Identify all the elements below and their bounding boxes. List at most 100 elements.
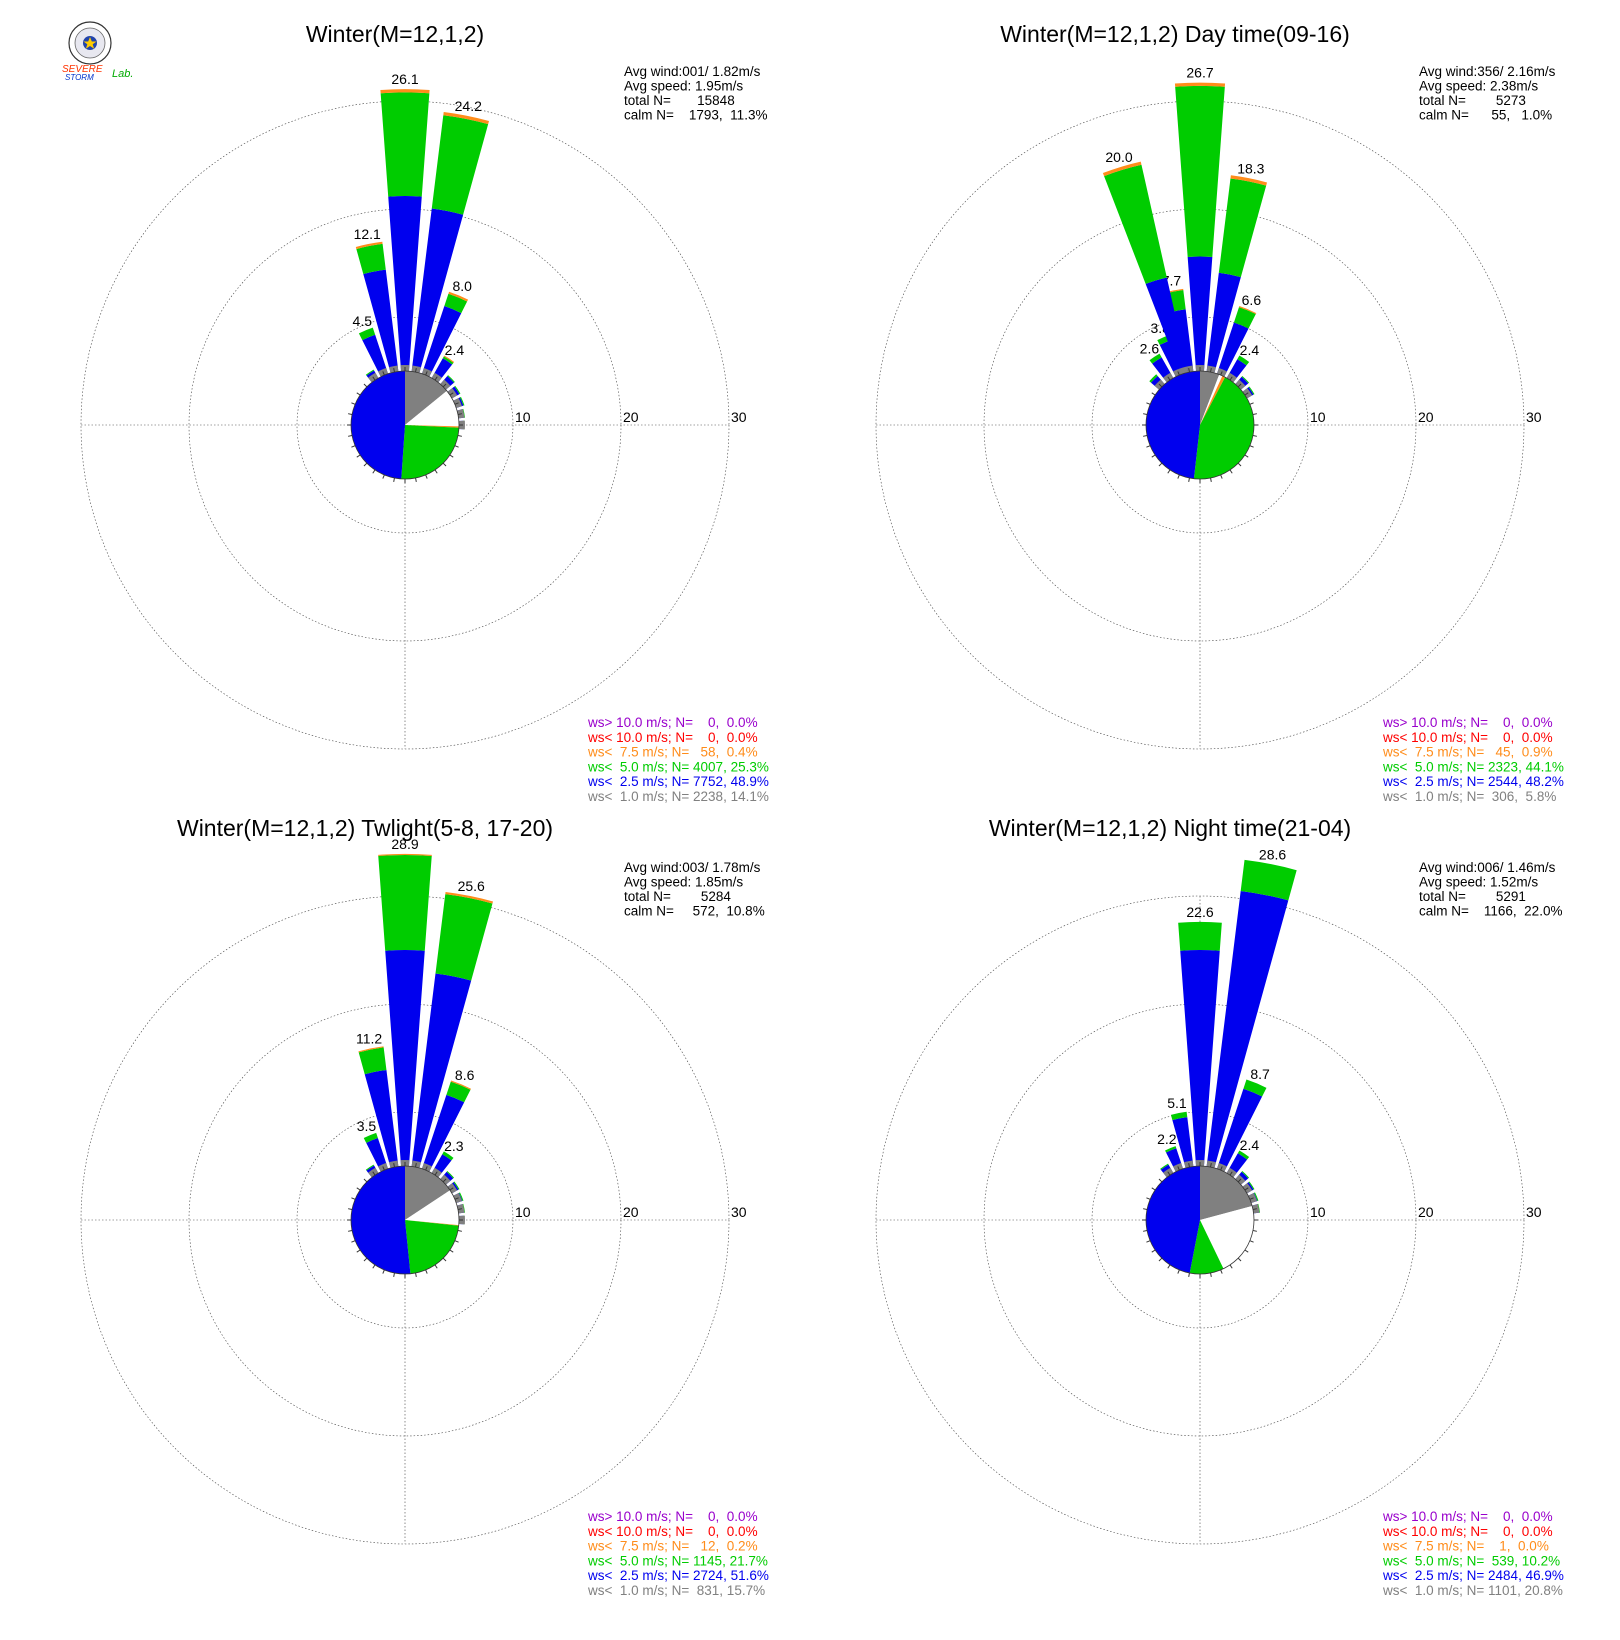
bar-segment-lt75 [445,892,494,904]
pie-tick [1188,477,1190,482]
pie-tick [393,1163,395,1168]
bar-segment-lt75 [450,1080,471,1090]
pie-tick [454,402,459,405]
bar-segment-lt75 [1174,82,1226,87]
ring-label-30: 30 [1526,1204,1542,1220]
bar-segment-lt50 [380,92,430,197]
bar-segment-lt50 [1243,1079,1267,1097]
pie-tick [1237,383,1242,388]
pie-tick [382,1269,385,1274]
pie-slice-lt50 [401,425,459,479]
bar-segment-lt50 [1241,375,1250,384]
bar-segment-lt25 [1206,890,1289,1168]
bar-value-label: 25.6 [458,878,485,894]
bar-segment-lt50 [1160,1163,1169,1170]
bar-segment-lt25 [421,306,462,377]
pie-tick [1143,1208,1148,1210]
bar-value-label: 28.6 [1259,846,1286,862]
pie-tick [1220,371,1223,376]
bar-segment-lt75 [1238,306,1257,315]
bar-segment-lt75 [443,112,490,125]
pie-tick [434,1264,438,1269]
logo-text-severe: SEVERE [62,64,103,75]
bar-segment-lt50 [363,1132,378,1143]
bar-value-label: 8.7 [1250,1066,1270,1082]
pie-tick [356,392,361,396]
pie-tick [1158,1178,1163,1183]
legend-entry-lt75: ws< 7.5 m/s; N= 12, 0.2% [587,1539,758,1554]
pie-slice-lt75 [405,425,459,428]
bar-segment-lt50 [442,1151,454,1161]
legend-entry-lt50: ws< 5.0 m/s; N= 539, 10.2% [1382,1553,1560,1568]
bar-segment-lt50 [446,1170,455,1179]
bar-segment-lt50 [1149,353,1162,364]
pie-tick [372,1264,376,1269]
bar-segment-lt50 [431,115,489,215]
stat-line: total N= 15848 [624,93,735,108]
logo-text-lab: Lab. [112,68,133,80]
pie-tick [457,1230,462,1232]
bar-segment-lt25 [363,269,399,373]
pie-tick [1229,469,1233,474]
stat-line: Avg speed: 1.52m/s [1419,875,1538,890]
pie-slice-lt50 [1189,1220,1224,1274]
bar-segment-lt50 [442,356,454,365]
pie-tick [1188,1272,1190,1277]
legend-entry-lt75: ws< 7.5 m/s; N= 1, 0.0% [1382,1539,1549,1554]
pie-tick [356,454,361,458]
bar-segment-lt25 [1206,272,1241,373]
pie-tick [1151,1187,1156,1191]
pie-tick [1220,1166,1223,1171]
pie-tick [351,445,356,448]
bar-segment-lt75 [1102,161,1142,177]
pie-slice-lt75 [405,1220,459,1226]
pie-tick [356,1249,361,1253]
bar-value-label: 2.2 [1157,1131,1177,1147]
bar-segment-lt75 [358,1046,384,1053]
legend-entry-gt10: ws> 10.0 m/s; N= 0, 0.0% [587,1509,758,1524]
pie-tick [1229,1264,1233,1269]
pie-tick [372,1171,376,1176]
pie-tick [1167,469,1171,474]
ring-label-30: 30 [731,409,747,425]
legend-entry-gt10: ws> 10.0 m/s; N= 0, 0.0% [1382,715,1553,730]
bar-segment-lt50 [1237,355,1250,366]
bar-value-label: 22.6 [1186,904,1213,920]
pie-tick [348,1208,353,1210]
stat-line: calm N= 55, 1.0% [1419,108,1552,123]
pie-slice-lt50 [405,1220,459,1274]
bar-segment-lt75 [380,89,430,94]
pie-slice-lt25 [351,1166,411,1274]
pie-slice-lt25 [351,371,405,479]
pie-tick [1167,376,1171,381]
pie-tick [442,462,447,467]
pie-tick [442,1178,447,1183]
legend-entry-lt50: ws< 5.0 m/s; N= 2323, 44.1% [1382,759,1564,774]
pie-tick [382,1166,385,1171]
pie-tick [1167,1264,1171,1269]
bar-segment-lt50 [378,854,432,951]
bar-value-label: 2.3 [444,1138,464,1154]
pie-tick [434,469,438,474]
legend-entry-gt10: ws> 10.0 m/s; N= 0, 0.0% [1382,1509,1553,1524]
bar-value-label: 2.4 [1240,1137,1260,1153]
pie-tick [1210,1272,1212,1277]
bar-segment-lt75 [378,853,432,856]
ring-label-30: 30 [731,1204,747,1220]
legend-entry-lt10b: ws< 1.0 m/s; N= 1101, 20.8% [1382,1583,1563,1598]
bar-value-label: 6.6 [1242,292,1262,308]
stat-line: Avg wind:001/ 1.82m/s [624,64,761,79]
bar-segment-lt50 [453,1181,460,1190]
bar-value-label: 5.1 [1167,1095,1187,1111]
pie-tick [449,1249,454,1253]
bar-value-label: 11.2 [356,1031,382,1047]
pie-tick [434,376,438,381]
stat-line: calm N= 1793, 11.3% [624,108,767,123]
pie-tick [363,383,368,388]
bar-segment-lt25 [1172,1117,1194,1168]
pie-slice-lt75 [1200,375,1226,425]
bar-segment-lt25 [1216,1088,1263,1172]
pie-tick [1244,392,1249,396]
pie-outline [350,370,460,480]
ring-label-10: 10 [515,1204,531,1220]
